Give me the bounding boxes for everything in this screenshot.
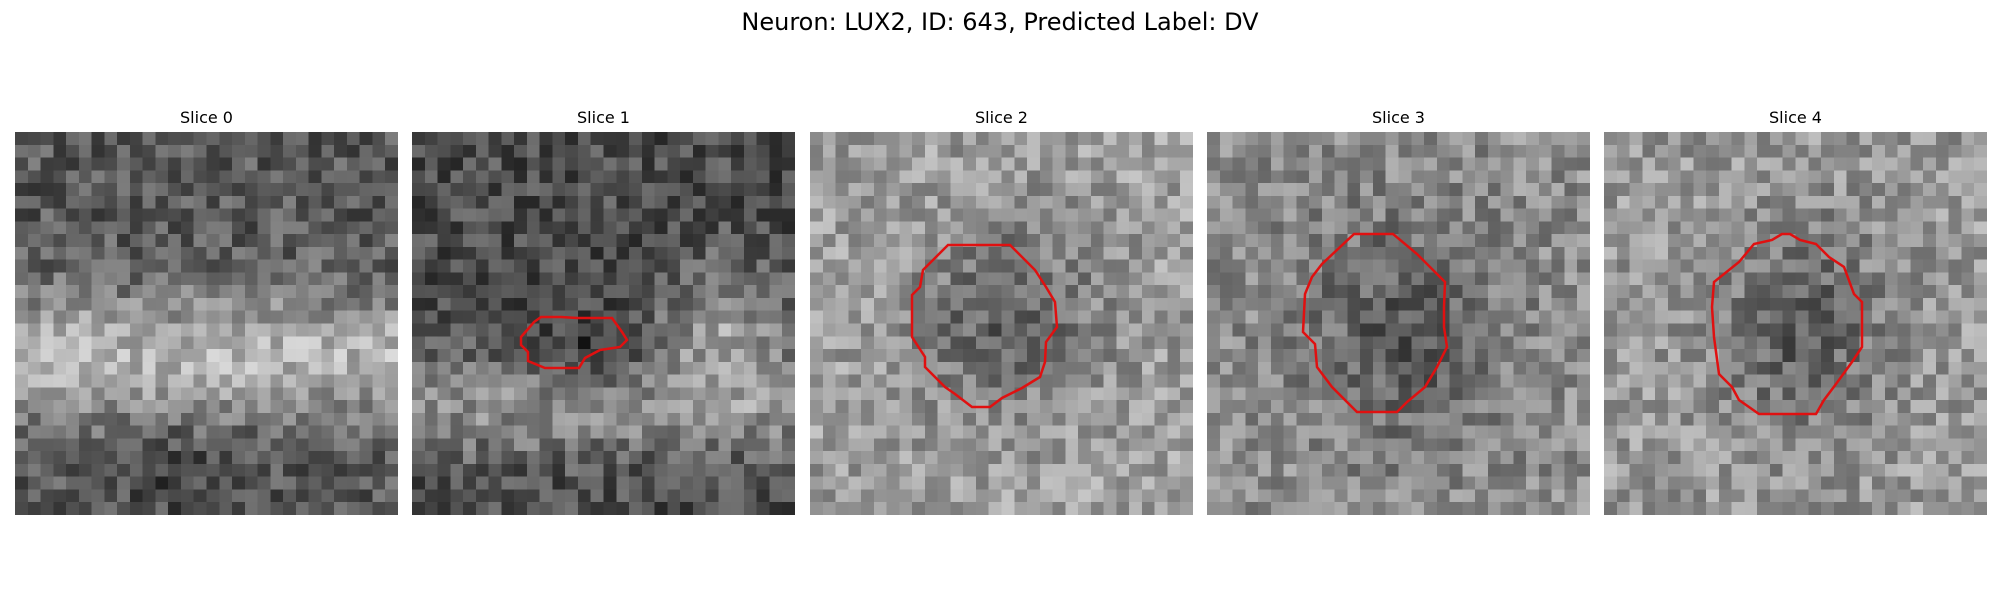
slice-image [412, 132, 795, 515]
slice-title: Slice 4 [1769, 108, 1822, 127]
slice-image [810, 132, 1193, 515]
microscopy-image [412, 132, 795, 515]
slice-image [1207, 132, 1590, 515]
slice-panel-4: Slice 4 [1604, 108, 1987, 515]
slice-image [15, 132, 398, 515]
roi-contour [910, 243, 1059, 409]
slice-panel-0: Slice 0 [15, 108, 398, 515]
roi-contour [1301, 232, 1449, 414]
microscopy-image [1207, 132, 1590, 515]
roi-contour [1710, 232, 1864, 416]
microscopy-image [1604, 132, 1987, 515]
slice-panel-2: Slice 2 [810, 108, 1193, 515]
roi-contour [519, 315, 629, 370]
slice-title: Slice 1 [577, 108, 630, 127]
slice-title: Slice 2 [975, 108, 1028, 127]
slice-panel-3: Slice 3 [1207, 108, 1590, 515]
slice-image [1604, 132, 1987, 515]
slice-title: Slice 3 [1372, 108, 1425, 127]
slice-panel-1: Slice 1 [412, 108, 795, 515]
figure-title: Neuron: LUX2, ID: 643, Predicted Label: … [741, 8, 1259, 36]
microscopy-image [810, 132, 1193, 515]
microscopy-image [15, 132, 398, 515]
slice-title: Slice 0 [180, 108, 233, 127]
